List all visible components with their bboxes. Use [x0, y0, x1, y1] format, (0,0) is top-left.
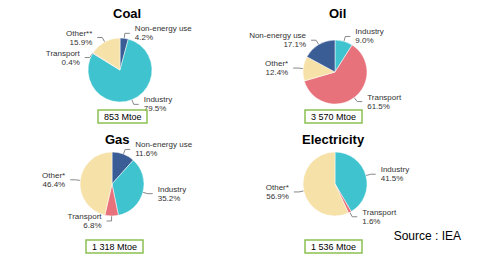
svg-text:Non-energy use: Non-energy use: [135, 24, 192, 33]
svg-text:Coal: Coal: [113, 6, 141, 21]
svg-text:1 318 Mtoe: 1 318 Mtoe: [92, 242, 137, 252]
svg-text:Gas: Gas: [105, 132, 130, 147]
svg-text:41.5%: 41.5%: [381, 174, 404, 183]
svg-text:Industry: Industry: [158, 185, 186, 194]
svg-text:11.6%: 11.6%: [135, 149, 157, 158]
svg-text:1 536 Mtoe: 1 536 Mtoe: [311, 242, 356, 252]
svg-text:1.6%: 1.6%: [362, 217, 380, 226]
svg-text:Other**: Other**: [66, 29, 92, 38]
svg-text:Other*: Other*: [266, 183, 289, 192]
svg-text:0.4%: 0.4%: [62, 58, 80, 67]
svg-text:46.4%: 46.4%: [43, 180, 66, 189]
svg-text:853 Mtoe: 853 Mtoe: [104, 112, 142, 122]
svg-text:6.8%: 6.8%: [83, 221, 101, 230]
svg-text:4.2%: 4.2%: [135, 33, 153, 42]
svg-text:Transport: Transport: [68, 212, 103, 221]
svg-text:9.0%: 9.0%: [355, 36, 373, 45]
svg-text:Non-energy use: Non-energy use: [135, 140, 192, 149]
svg-text:Industry: Industry: [381, 165, 409, 174]
svg-text:Electricity: Electricity: [302, 132, 365, 147]
svg-text:Transport: Transport: [46, 49, 81, 58]
svg-text:Source : IEA: Source : IEA: [394, 229, 461, 243]
svg-text:Other*: Other*: [42, 171, 65, 180]
svg-text:Transport: Transport: [367, 93, 402, 102]
svg-text:17.1%: 17.1%: [283, 40, 306, 49]
svg-text:15.9%: 15.9%: [70, 38, 93, 47]
svg-text:Transport: Transport: [362, 208, 397, 217]
svg-text:35.2%: 35.2%: [158, 194, 181, 203]
svg-text:3 570 Mtoe: 3 570 Mtoe: [311, 112, 356, 122]
svg-text:79.5%: 79.5%: [143, 104, 167, 114]
svg-text:12.4%: 12.4%: [266, 68, 289, 77]
svg-text:Other*: Other*: [265, 59, 288, 68]
svg-text:61.5%: 61.5%: [367, 102, 390, 111]
svg-text:Oil: Oil: [329, 6, 346, 21]
svg-text:Non-energy use: Non-energy use: [249, 31, 306, 40]
svg-text:Industry: Industry: [144, 95, 172, 104]
svg-text:Industry: Industry: [355, 27, 383, 36]
svg-text:56.9%: 56.9%: [266, 192, 289, 201]
